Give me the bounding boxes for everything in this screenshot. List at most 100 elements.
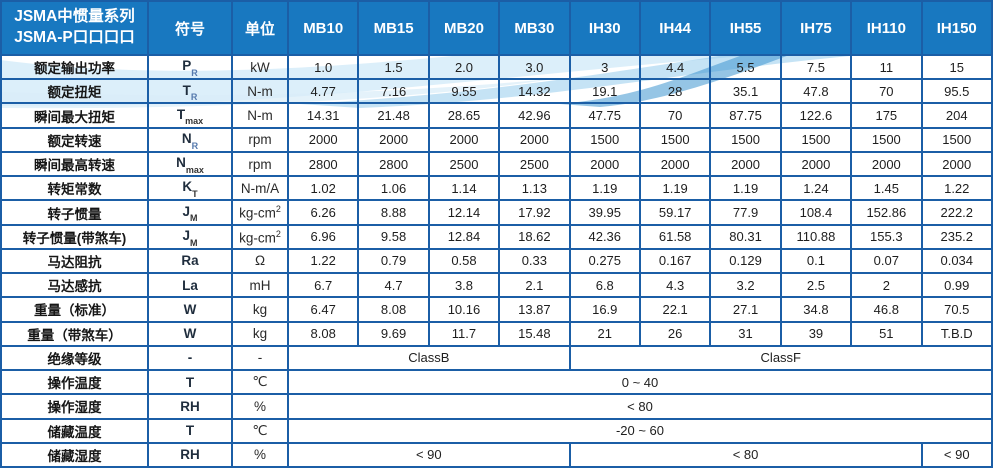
symbol-cell: JM: [147, 199, 233, 226]
value-cell: 39.95: [568, 199, 641, 226]
table-row: 储藏温度 T ℃ -20 ~ 60: [0, 417, 993, 444]
table-title-line1: JSMA中惯量系列: [14, 8, 135, 26]
unit-cell: N-m/A: [231, 175, 289, 202]
value-cell: 6.26: [286, 199, 360, 226]
value-cell: 6.7: [286, 272, 360, 299]
value-cell: 15.48: [498, 320, 571, 347]
value-cell: 59.17: [638, 199, 712, 226]
merged-value-cell: < 80: [287, 393, 993, 420]
model-header: IH55: [709, 0, 782, 56]
value-cell: 1.45: [850, 175, 923, 202]
value-cell: 1500: [850, 126, 923, 153]
model-header: IH150: [920, 0, 993, 56]
row-label: 瞬间最大扭矩: [0, 102, 149, 129]
table-row: 储藏湿度 RH% < 90 < 80 < 90: [0, 441, 993, 468]
value-cell: 5.5: [709, 53, 782, 81]
value-cell: 1.02: [286, 175, 360, 202]
value-cell: 27.1: [709, 296, 782, 323]
value-cell: 1.0: [286, 53, 360, 81]
unit-cell: %: [231, 441, 289, 468]
symbol-cell: PR: [147, 53, 233, 81]
value-cell: 0.1: [779, 247, 853, 275]
value-cell: 47.8: [779, 78, 853, 105]
value-cell: 0.33: [498, 247, 571, 275]
value-cell: 2000: [286, 126, 360, 153]
value-cell: 4.4: [638, 53, 712, 81]
value-cell: 4.7: [357, 272, 430, 299]
value-cell: 70: [850, 78, 923, 105]
value-cell: 21: [568, 320, 641, 347]
value-cell: 87.75: [709, 102, 782, 129]
value-cell: 39: [779, 320, 853, 347]
symbol-cell: RH: [147, 393, 233, 420]
value-cell: 1500: [568, 126, 641, 153]
table-row: 马达感抗 La mH 6.7 4.7 3.8 2.1 6.8 4.3 3.2 2.5 2 0.99: [0, 272, 993, 299]
unit-cell: mH: [231, 272, 289, 299]
value-cell: 175: [850, 102, 923, 129]
value-cell: 61.58: [638, 223, 712, 250]
value-cell: 0.99: [920, 272, 993, 299]
column-header-unit: 单位: [231, 0, 289, 56]
model-header: MB20: [427, 0, 501, 56]
merged-value-cell: ClassF: [568, 344, 993, 372]
value-cell: 2000: [638, 150, 712, 178]
unit-cell: ℃: [231, 369, 289, 396]
symbol-cell: Tmax: [147, 102, 233, 129]
column-header-symbol: 符号: [147, 0, 233, 56]
table-row: 瞬间最大扭矩 Tmax N-m 14.31 21.48 28.65 42.96 47.75 70…: [0, 102, 993, 129]
value-cell: 1.06: [357, 175, 430, 202]
value-cell: 2: [850, 272, 923, 299]
value-cell: 2000: [568, 150, 641, 178]
value-cell: 14.31: [286, 102, 360, 129]
row-label: 储藏温度: [0, 417, 149, 444]
symbol-cell: KT: [147, 175, 233, 202]
value-cell: 0.167: [638, 247, 712, 275]
value-cell: 2500: [498, 150, 571, 178]
table-row: 操作湿度 RH% < 80: [0, 393, 993, 420]
table-row: 额定扭矩 TR N-m 4.77 7.16 9.55 14.32 19.1 28 35.1 47.8…: [0, 78, 993, 105]
value-cell: 122.6: [779, 102, 853, 129]
model-header: MB15: [357, 0, 430, 56]
row-label: 马达阻抗: [0, 247, 149, 275]
value-cell: 235.2: [920, 223, 993, 250]
table-row: 转子惯量 JM kg-cm2 6.26 8.88 12.14 17.92 39.95 59.17…: [0, 199, 993, 226]
value-cell: 2000: [357, 126, 430, 153]
model-header: IH30: [568, 0, 641, 56]
value-cell: 0.034: [920, 247, 993, 275]
table-row: 转子惯量(带煞车) JM kg-cm2 6.96 9.58 12.84 18.62 42.36…: [0, 223, 993, 250]
table-row: 操作温度 T ℃ 0 ~ 40: [0, 369, 993, 396]
unit-cell: kg: [231, 320, 289, 347]
value-cell: 42.96: [498, 102, 571, 129]
unit-cell: rpm: [231, 126, 289, 153]
value-cell: 42.36: [568, 223, 641, 250]
row-label: 储藏湿度: [0, 441, 149, 468]
model-header: IH44: [638, 0, 712, 56]
value-cell: 1.19: [638, 175, 712, 202]
symbol-cell: -: [147, 344, 233, 372]
value-cell: 2000: [427, 126, 501, 153]
value-cell: 3.2: [709, 272, 782, 299]
row-label: 瞬间最高转速: [0, 150, 149, 178]
model-header: IH110: [850, 0, 923, 56]
symbol-cell: T: [147, 369, 233, 396]
value-cell: 28.65: [427, 102, 501, 129]
value-cell: 80.31: [709, 223, 782, 250]
merged-value-cell: < 80: [568, 441, 923, 468]
value-cell: 18.62: [498, 223, 571, 250]
unit-cell: rpm: [231, 150, 289, 178]
merged-value-cell: 0 ~ 40: [287, 369, 993, 396]
value-cell: 2500: [427, 150, 501, 178]
unit-cell: -: [231, 344, 289, 372]
unit-cell: kg-cm2: [231, 199, 289, 226]
value-cell: 77.9: [709, 199, 782, 226]
row-label: 额定转速: [0, 126, 149, 153]
merged-value-cell: ClassB: [287, 344, 571, 372]
value-cell: 2000: [779, 150, 853, 178]
value-cell: 1.24: [779, 175, 853, 202]
value-cell: 35.1: [709, 78, 782, 105]
merged-value-cell: -20 ~ 60: [287, 417, 993, 444]
unit-cell: kg-cm2: [231, 223, 289, 250]
value-cell: 2.1: [498, 272, 571, 299]
